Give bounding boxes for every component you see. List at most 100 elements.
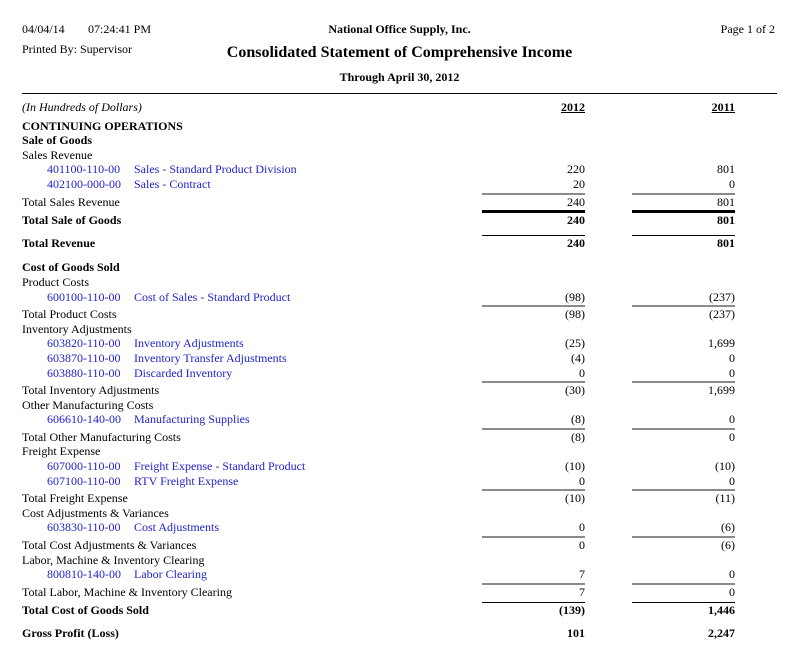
account-row: 607000-110-00 Freight Expense - Standard …: [22, 459, 777, 474]
value-2011: (6): [721, 520, 735, 535]
account-number-link[interactable]: 401100-110-00: [47, 162, 121, 177]
total-row: Total Other Manufacturing Costs (8) 0: [22, 427, 777, 445]
row-label: Total Product Costs: [22, 307, 117, 322]
value-2011: 0: [729, 365, 735, 380]
row-label: Sale of Goods: [22, 133, 93, 148]
value-2011: (11): [632, 489, 735, 506]
account-number-link[interactable]: 607000-110-00: [47, 459, 121, 474]
totalBold-row: Total Revenue 240 801: [22, 234, 777, 251]
row-label: Cost of Goods Sold: [22, 260, 120, 275]
value-2011: (6): [632, 536, 735, 553]
value-2012: 220: [567, 162, 585, 177]
account-description-link[interactable]: Cost Adjustments: [134, 520, 220, 535]
account-description-link[interactable]: Cost of Sales - Standard Product: [134, 289, 291, 304]
account-number-link[interactable]: 800810-140-00: [47, 567, 121, 582]
value-2012: (10): [482, 489, 585, 506]
value-2011: 0: [632, 427, 735, 445]
account-number-link[interactable]: 607100-110-00: [47, 473, 121, 488]
account-number-link[interactable]: 606610-140-00: [47, 412, 121, 427]
print-date: 04/04/14: [22, 22, 65, 36]
value-2011: 1,699: [708, 336, 735, 351]
value-2012: 7: [482, 582, 585, 600]
row-label: 603870-110-00 Inventory Transfer Adjustme…: [22, 351, 482, 366]
row-label: 402100-000-00 Sales - Contract: [22, 177, 482, 192]
value-2012: 240: [482, 210, 585, 228]
row-label: 606610-140-00 Manufacturing Supplies: [22, 412, 482, 427]
account-row: 606610-140-00 Manufacturing Supplies (8) 0: [22, 412, 777, 427]
row-label: Total Labor, Machine & Inventory Clearin…: [22, 584, 232, 599]
row-label: Total Sale of Goods: [22, 213, 122, 228]
value-2011: 0: [729, 350, 735, 365]
total-row: Total Cost Adjustments & Variances 0 (6): [22, 536, 777, 553]
group-row: Cost Adjustments & Variances: [22, 506, 777, 521]
value-2012: 101: [567, 626, 585, 640]
value-2011: 1,446: [632, 602, 735, 618]
account-row: 603880-110-00 Discarded Inventory 0 0: [22, 366, 777, 381]
group-row: Inventory Adjustments: [22, 322, 777, 337]
total-row: Total Labor, Machine & Inventory Clearin…: [22, 582, 777, 600]
value-2011: 2,247: [708, 626, 735, 640]
column-header-2012: 2012: [561, 100, 585, 114]
value-2011: 801: [717, 162, 735, 177]
account-number-link[interactable]: 402100-000-00: [47, 176, 121, 191]
account-row: 800810-140-00 Labor Clearing 7 0: [22, 567, 777, 582]
section-row: Cost of Goods Sold: [22, 260, 777, 275]
account-description-link[interactable]: Sales - Contract: [134, 176, 211, 191]
account-row: 402100-000-00 Sales - Contract 20 0: [22, 177, 777, 192]
row-label: 603830-110-00 Cost Adjustments: [22, 520, 482, 535]
row-label: Sales Revenue: [22, 147, 93, 162]
account-description-link[interactable]: RTV Freight Expense: [134, 473, 239, 488]
account-description-link[interactable]: Freight Expense - Standard Product: [134, 459, 306, 474]
group-row: Labor, Machine & Inventory Clearing: [22, 553, 777, 568]
value-2012: (30): [482, 381, 585, 398]
account-number-link[interactable]: 603830-110-00: [47, 520, 121, 535]
account-description-link[interactable]: Labor Clearing: [134, 567, 207, 582]
account-number-link[interactable]: 603880-110-00: [47, 365, 121, 380]
row-label: 603820-110-00 Inventory Adjustments: [22, 336, 482, 351]
report-body: (In Hundreds of Dollars) 2012 2011 CONTI…: [22, 100, 777, 641]
account-description-link[interactable]: Discarded Inventory: [134, 365, 233, 380]
print-time: 07:24:41 PM: [88, 22, 152, 36]
account-description-link[interactable]: Inventory Adjustments: [134, 336, 244, 351]
total-row: Total Product Costs (98) (237): [22, 305, 777, 322]
row-label: Total Inventory Adjustments: [22, 383, 160, 398]
row-label: Gross Profit (Loss): [22, 626, 119, 640]
account-number-link[interactable]: 603870-110-00: [47, 350, 121, 365]
account-row: 603820-110-00 Inventory Adjustments (25) 1,…: [22, 336, 777, 351]
column-header-row: (In Hundreds of Dollars) 2012 2011: [22, 100, 777, 115]
value-2011: 0: [729, 176, 735, 191]
value-2012: (25): [565, 336, 585, 351]
totalBold-row: Total Cost of Goods Sold (139) 1,446: [22, 602, 777, 618]
column-header-2011: 2011: [711, 100, 735, 114]
value-2012: 0: [579, 365, 585, 380]
row-label: Labor, Machine & Inventory Clearing: [22, 552, 205, 567]
row-label: Product Costs: [22, 274, 90, 289]
account-row: 603830-110-00 Cost Adjustments 0 (6): [22, 520, 777, 535]
row-label: Total Sales Revenue: [22, 194, 120, 209]
account-number-link[interactable]: 600100-110-00: [47, 289, 121, 304]
value-2012: 0: [579, 473, 585, 488]
group-row: Sales Revenue: [22, 148, 777, 163]
group-row: Freight Expense: [22, 444, 777, 459]
value-2012: 240: [482, 192, 585, 210]
account-description-link[interactable]: Inventory Transfer Adjustments: [134, 350, 287, 365]
value-2012: (10): [565, 459, 585, 474]
row-label: Total Freight Expense: [22, 491, 128, 506]
value-2012: (98): [482, 305, 585, 322]
value-2011: (10): [715, 459, 735, 474]
account-number-link[interactable]: 603820-110-00: [47, 336, 121, 351]
account-description-link[interactable]: Sales - Standard Product Division: [134, 162, 297, 177]
value-2012: 240: [482, 234, 585, 251]
report-title: Consolidated Statement of Comprehensive …: [226, 44, 573, 61]
account-description-link[interactable]: Manufacturing Supplies: [134, 412, 250, 427]
row-label: CONTINUING OPERATIONS: [22, 118, 183, 133]
row-label: 607100-110-00 RTV Freight Expense: [22, 474, 482, 489]
header-divider: [22, 93, 777, 94]
value-2012: 20: [573, 176, 585, 191]
total-row: Total Sales Revenue 240 801: [22, 192, 777, 210]
value-2011: 801: [632, 210, 735, 228]
row-label: Inventory Adjustments: [22, 321, 132, 336]
value-2011: 1,699: [632, 381, 735, 398]
row-label: Total Other Manufacturing Costs: [22, 429, 181, 444]
account-row: 401100-110-00 Sales - Standard Product Di…: [22, 162, 777, 177]
